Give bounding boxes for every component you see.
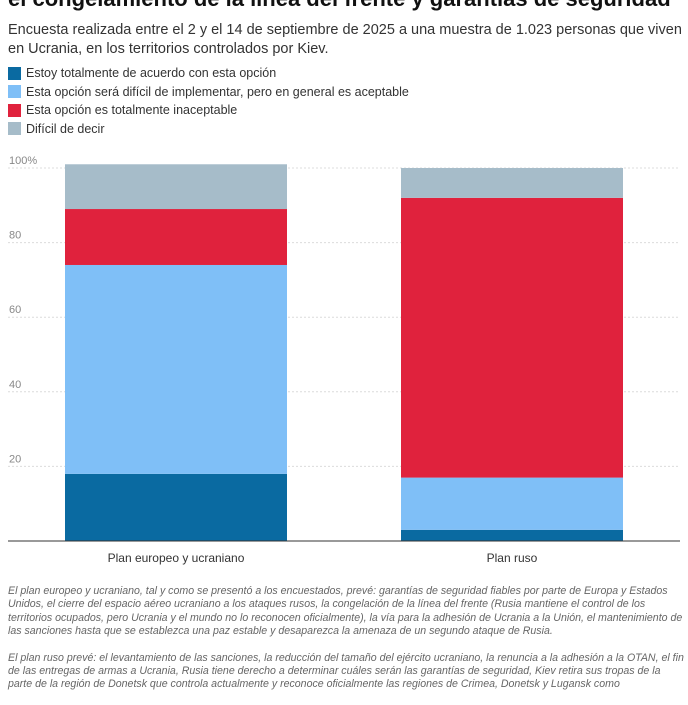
legend-item: Esta opción será difícil de implementar,…	[8, 83, 409, 102]
x-category-label: Plan ruso	[487, 551, 538, 565]
y-tick-label: 60	[9, 304, 21, 316]
legend-item: Estoy totalmente de acuerdo con esta opc…	[8, 64, 409, 83]
bar-segment	[401, 168, 623, 198]
y-tick-label: 100%	[9, 155, 37, 167]
bar-segment	[65, 209, 287, 265]
y-tick-label: 40	[9, 379, 21, 391]
legend-item: Difícil de decir	[8, 120, 409, 139]
x-category-label: Plan europeo y ucraniano	[108, 551, 245, 565]
chart-title: el congelamiento de la línea del frente …	[8, 0, 688, 12]
chart-subtitle: Encuesta realizada entre el 2 y el 14 de…	[8, 22, 682, 57]
bar-segment	[65, 164, 287, 210]
legend-label: Estoy totalmente de acuerdo con esta opc…	[26, 66, 277, 81]
footnotes: El plan europeo y ucraniano, tal y como …	[8, 585, 684, 705]
legend-label: Difícil de decir	[26, 121, 105, 136]
legend: Estoy totalmente de acuerdo con esta opc…	[8, 64, 409, 138]
y-tick-label: 80	[9, 230, 21, 242]
bar-segment	[401, 477, 623, 530]
bar-segment	[401, 529, 623, 541]
legend-swatch	[8, 103, 21, 117]
bar-segment	[401, 197, 623, 478]
bar-segment	[65, 473, 287, 541]
y-tick-label: 20	[9, 453, 21, 465]
legend-label: Esta opción es totalmente inaceptable	[26, 103, 238, 118]
legend-swatch	[8, 122, 21, 136]
legend-item: Esta opción es totalmente inaceptable	[8, 101, 409, 120]
legend-swatch	[8, 66, 21, 80]
legend-swatch	[8, 85, 21, 99]
footnote-european-plan: El plan europeo y ucraniano, tal y como …	[8, 585, 683, 638]
bar-segment	[65, 264, 287, 474]
legend-label: Esta opción será difícil de implementar,…	[26, 84, 409, 99]
stacked-bar-chart: 20 40 60 80 100% Plan europeo y ucraniano Plan…	[8, 155, 680, 565]
footnote-russian-plan: El plan ruso prevé: el levantamiento de …	[8, 651, 684, 691]
